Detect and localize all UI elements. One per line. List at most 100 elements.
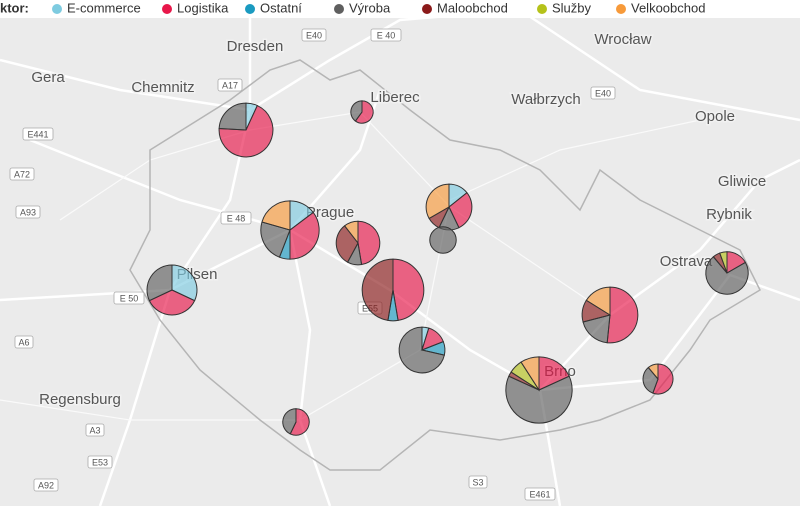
road-label: A72	[14, 169, 30, 179]
road-shield	[220, 211, 252, 225]
pie	[429, 226, 457, 254]
place-label: Prague	[306, 204, 354, 221]
pie-slice	[335, 225, 359, 263]
legend-marker	[537, 4, 547, 14]
place-label: Wrocław	[594, 31, 651, 48]
pie	[260, 200, 320, 260]
pie	[146, 264, 198, 316]
road-label: A17	[222, 80, 238, 90]
pie-slice	[652, 363, 674, 395]
pie	[425, 183, 473, 231]
pie-slice	[350, 100, 363, 122]
pie	[705, 251, 749, 295]
road-label: E441	[27, 129, 48, 139]
pie	[350, 100, 374, 124]
pie-slice	[343, 220, 359, 245]
road-label: E53	[92, 457, 108, 467]
road-shield	[113, 291, 145, 305]
pie-slice	[585, 286, 611, 316]
labels: Dresden Wrocław Gera Chemnitz Liberec Wałbrzy…	[9, 28, 768, 501]
legend-marker	[52, 4, 62, 14]
pie-slice	[647, 363, 659, 381]
pie-slice	[146, 264, 173, 302]
legend-label: Velkoobchod	[631, 0, 705, 15]
place-label: Chemnitz	[131, 79, 194, 96]
legend-marker	[245, 4, 255, 14]
road-shield	[87, 455, 113, 469]
legend-title: ktor:	[0, 0, 29, 15]
legend-marker	[422, 4, 432, 14]
pie-slice	[357, 220, 381, 266]
place-label: Liberec	[370, 89, 420, 106]
pie-slice	[719, 251, 728, 274]
pie-slice	[282, 408, 297, 435]
road-label: A92	[38, 480, 54, 490]
pie	[361, 258, 425, 322]
legend-label: E-commerce	[67, 0, 141, 15]
road-label: E40	[306, 30, 322, 40]
pie-slice	[642, 366, 659, 394]
legend-marker	[334, 4, 344, 14]
pie	[505, 356, 573, 424]
place-label: Gliwice	[718, 173, 766, 190]
legend-marker	[616, 4, 626, 14]
legend-bar	[0, 0, 800, 18]
legend: E-commerce Logistika Ostatní Výroba Maloobch…	[52, 0, 705, 15]
legend-label: Služby	[552, 0, 592, 15]
place-label: Dresden	[227, 38, 284, 55]
place-label: Opole	[695, 108, 735, 125]
pie	[218, 102, 274, 158]
country-border	[129, 59, 761, 471]
road-shield	[524, 487, 556, 501]
pie-slice	[520, 356, 540, 392]
legend-label: Výroba	[349, 0, 391, 15]
place-label: Regensburg	[39, 391, 121, 408]
legend-label: Logistika	[177, 0, 229, 15]
road-label: E 48	[227, 213, 246, 223]
road-label: E40	[595, 88, 611, 98]
pie-slice	[398, 326, 445, 374]
road-shield	[370, 28, 402, 42]
road-shield	[217, 78, 243, 92]
road-shield	[14, 335, 34, 349]
road-shield	[468, 475, 488, 489]
legend-marker	[162, 4, 172, 14]
road-label: A3	[89, 425, 100, 435]
road-label: E 40	[377, 30, 396, 40]
pie-slice	[354, 100, 374, 124]
place-label: Ostrava	[660, 253, 713, 270]
pie	[398, 326, 446, 374]
pie	[642, 363, 674, 395]
pie-slice	[705, 256, 749, 295]
road-shield	[15, 205, 41, 219]
pie-slice	[606, 286, 639, 344]
pie-slice	[260, 221, 291, 258]
place-label: Wałbrzych	[511, 91, 580, 108]
legend-label: Maloobchod	[437, 0, 508, 15]
pie-slice	[425, 183, 450, 220]
pie-slice	[429, 226, 457, 254]
pie-slice	[218, 104, 274, 158]
road-shield	[301, 28, 327, 42]
pie-slice	[505, 375, 573, 424]
road-label: S3	[472, 477, 483, 487]
pie-slice	[289, 211, 320, 260]
road-shield	[22, 127, 54, 141]
place-label: Gera	[31, 69, 65, 86]
place-label: Rybnik	[706, 206, 752, 223]
road-shield	[590, 86, 616, 100]
road-label: A93	[20, 207, 36, 217]
road-label: E 50	[120, 293, 139, 303]
road-label: A6	[18, 337, 29, 347]
pie	[335, 220, 381, 266]
pie-slice	[361, 258, 394, 321]
pie-slice	[448, 192, 473, 229]
pie-slice	[289, 408, 310, 436]
pies	[146, 100, 749, 436]
road-shield	[33, 478, 59, 492]
legend-label: Ostatní	[260, 0, 302, 15]
pie-slice	[218, 102, 247, 131]
pie	[581, 286, 639, 344]
